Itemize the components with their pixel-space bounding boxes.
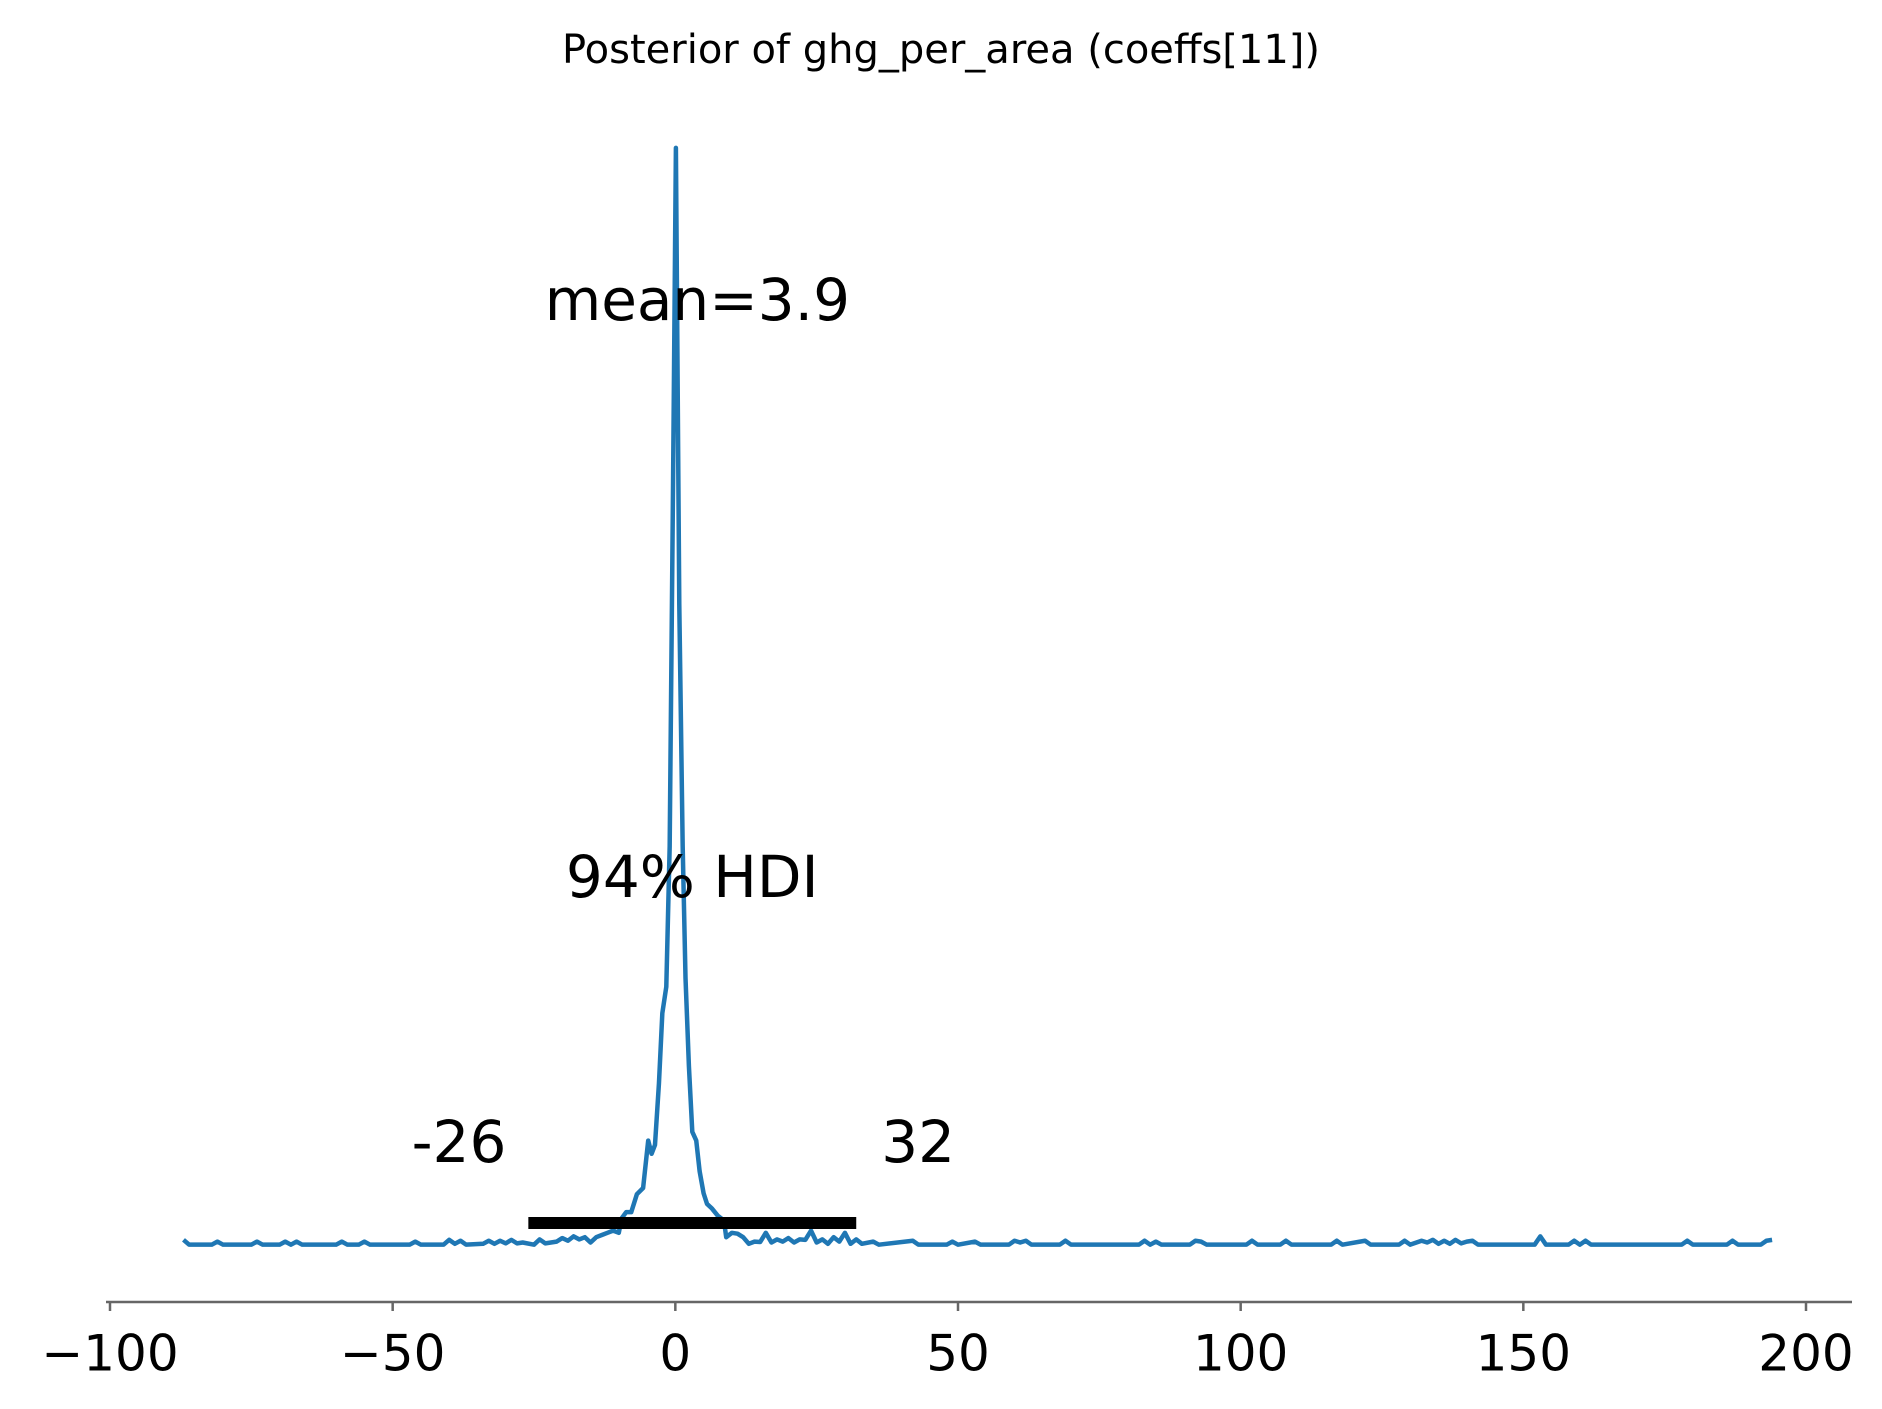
x-tick-label: −50: [340, 1325, 446, 1383]
hdi-high-label: 32: [881, 1108, 955, 1176]
x-tick-label: 150: [1476, 1325, 1571, 1383]
x-tick-label: 0: [659, 1325, 691, 1383]
x-tick-label: 100: [1193, 1325, 1288, 1383]
mean-label: mean=3.9: [545, 266, 850, 334]
density-line: [182, 145, 1773, 1247]
hdi-label: 94% HDI: [566, 843, 819, 911]
x-tick-label: 50: [926, 1325, 990, 1383]
hdi-low-label: -26: [412, 1108, 507, 1176]
x-tick-label: −100: [41, 1325, 178, 1383]
x-tick-label: 200: [1758, 1325, 1853, 1383]
chart-title: Posterior of ghg_per_area (coeffs[11]): [562, 27, 1320, 73]
